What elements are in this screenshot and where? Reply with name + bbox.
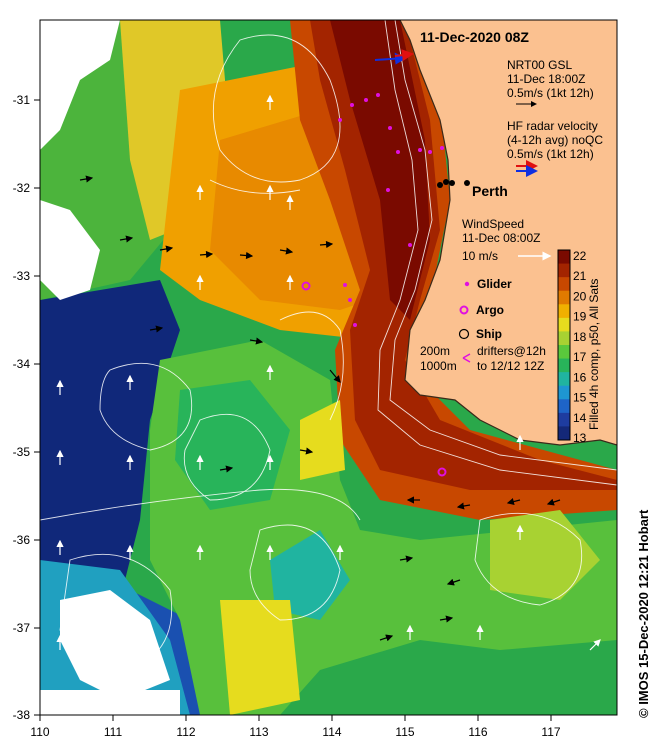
legend-hf-line: (4-12h avg) noQC	[507, 133, 603, 147]
legend: NRT00 GSL 11-Dec 18:00Z 0.5m/s (1kt 12h)…	[420, 58, 603, 373]
colorbar-tick-label: 18	[573, 330, 587, 344]
map-title: 11-Dec-2020 08Z	[420, 29, 529, 45]
colorbar-tick-label: 20	[573, 289, 587, 303]
y-tick-label: -34	[13, 357, 31, 371]
colorbar-swatch	[558, 385, 570, 400]
colorbar	[557, 249, 571, 441]
colorbar-tick-label: 15	[573, 391, 587, 405]
colorbar-swatch	[558, 250, 570, 265]
legend-wind-line: 11-Dec 08:00Z	[462, 231, 541, 245]
legend-hf-line: 0.5m/s (1kt 12h)	[507, 147, 594, 161]
colorbar-swatch	[558, 426, 570, 441]
legend-glider: Glider	[477, 277, 512, 291]
legend-wind-line: WindSpeed	[462, 217, 524, 231]
city-label: Perth	[472, 183, 508, 199]
legend-ship: Ship	[476, 327, 502, 341]
x-tick-label: 113	[249, 725, 268, 739]
y-axis: -31 -32 -33 -34 -35 -36 -37 -38	[13, 93, 40, 722]
y-tick-label: -36	[13, 533, 31, 547]
legend-depth-200: 200m	[420, 344, 450, 358]
colorbar-swatch	[558, 399, 570, 414]
observation-markers	[301, 93, 470, 477]
colorbar-tick-label: 22	[573, 249, 587, 263]
x-tick-label: 111	[104, 725, 123, 739]
colorbar-tick-label: 16	[573, 370, 587, 384]
drifter-symbol	[462, 353, 471, 363]
colorbar-swatch	[558, 358, 570, 373]
colorbar-swatch	[558, 345, 570, 360]
sst-field	[40, 20, 617, 715]
colorbar-swatch	[558, 372, 570, 387]
colorbar-ticks: 22 21 20 19 18 17 16 15 14 13	[573, 249, 587, 445]
x-axis: 110 111 112 113 114 115 116 117	[30, 715, 561, 739]
y-tick-label: -37	[13, 621, 31, 635]
legend-drifters: to 12/12 12Z	[477, 359, 544, 373]
y-tick-label: -38	[13, 708, 31, 722]
x-tick-label: 116	[468, 725, 487, 739]
colorbar-tick-label: 14	[573, 411, 587, 425]
x-tick-label: 110	[30, 725, 49, 739]
legend-wind-line: 10 m/s	[462, 249, 498, 263]
colorbar-label: Filled 4h comp, p50, All Sats	[587, 279, 601, 430]
colorbar-swatch	[558, 290, 570, 305]
colorbar-swatch	[558, 263, 570, 278]
ship-symbol	[458, 328, 470, 340]
legend-argo: Argo	[476, 303, 504, 317]
legend-gsl-line: 0.5m/s (1kt 12h)	[507, 86, 594, 100]
argo-symbol	[459, 305, 469, 315]
colorbar-tick-label: 13	[573, 431, 587, 445]
credit-text: © IMOS 15-Dec-2020 12:21 Hobart	[636, 509, 651, 718]
colorbar-swatch	[558, 304, 570, 319]
y-tick-label: -35	[13, 445, 31, 459]
y-tick-label: -32	[13, 181, 31, 195]
x-tick-label: 115	[395, 725, 414, 739]
y-tick-label: -31	[13, 93, 31, 107]
legend-hf-line: HF radar velocity	[507, 119, 598, 133]
legend-depth-1000: 1000m	[420, 359, 457, 373]
bathymetry-contours	[40, 20, 617, 671]
legend-drifters: drifters@12h	[477, 344, 546, 358]
x-tick-label: 112	[176, 725, 195, 739]
y-tick-label: -33	[13, 269, 31, 283]
colorbar-tick-label: 21	[573, 269, 587, 283]
colorbar-swatch	[558, 317, 570, 332]
map-frame	[39, 19, 618, 716]
colorbar-swatch	[558, 412, 570, 427]
colorbar-swatch	[558, 277, 570, 292]
colorbar-swatch	[558, 331, 570, 346]
glider-symbol	[464, 281, 470, 287]
x-tick-label: 117	[541, 725, 560, 739]
colorbar-tick-label: 19	[573, 310, 587, 324]
legend-gsl-line: 11-Dec 18:00Z	[507, 72, 586, 86]
x-tick-label: 114	[322, 725, 341, 739]
velocity-vectors	[56, 49, 601, 660]
legend-gsl-line: NRT00 GSL	[507, 58, 572, 72]
colorbar-tick-label: 17	[573, 350, 587, 364]
